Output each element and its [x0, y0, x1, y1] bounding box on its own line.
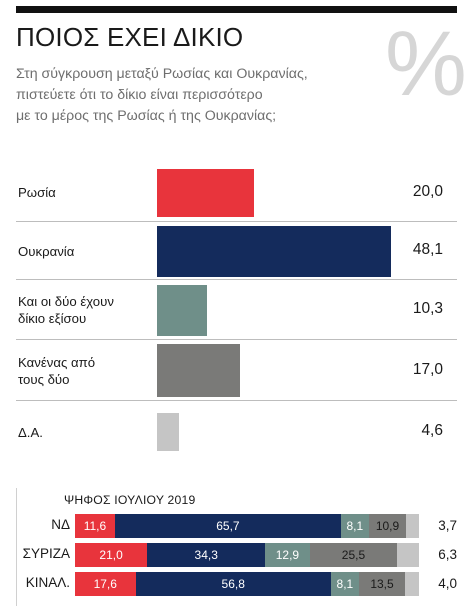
segment-value-label: 10,9 [375, 519, 400, 533]
category-label-line: Ρωσία [18, 185, 56, 200]
chart-question: Στη σύγκρουση μεταξύ Ρωσίας και Ουκρανία… [16, 64, 386, 127]
chart-title: ΠΟΙΟΣ ΕΧΕΙ ΔΙΚΙΟ [16, 22, 244, 52]
category-label: Δ.Α. [18, 424, 43, 441]
row-divider [16, 279, 457, 280]
bar-row: Κανένας από τους δύο 17,0 [16, 340, 457, 401]
category-label: Ουκρανία [18, 243, 74, 260]
bar [157, 413, 180, 451]
party-label: ΚΙΝΑΛ. [25, 575, 70, 590]
stacked-row: ΝΔ 11,6 65,7 8,1 10,9 3,7 [16, 514, 457, 538]
category-label-line: Κανένας από [18, 354, 96, 370]
category-label-line: Δ.Α. [18, 424, 43, 440]
bar [157, 284, 208, 336]
party-label: ΣΥΡΙΖΑ [22, 546, 70, 561]
value-label: 10,3 [412, 300, 443, 317]
value-label: 20,0 [412, 182, 443, 200]
value-label: 48,1 [412, 241, 443, 258]
segment-value-label: 56,8 [221, 577, 245, 591]
category-label-line: τους δύο [18, 371, 70, 387]
stacked-segment [147, 543, 266, 567]
vote-breakdown-panel [16, 488, 458, 606]
stacked-segment [309, 543, 398, 567]
stacked-bar: 17,6 56,8 8,1 13,5 [75, 572, 419, 596]
bar [157, 344, 240, 397]
category-label-line: Και οι δύο έχουν [18, 294, 114, 309]
category-label-line: Ουκρανία [18, 243, 75, 259]
no-answer-value-label: 4,0 [438, 576, 457, 591]
segment-value-label: 34,3 [194, 548, 218, 562]
category-label-line: δίκιο εξίσου [18, 311, 87, 326]
category-label: Κανένας από τους δύο [18, 354, 95, 388]
stacked-segment [358, 572, 406, 596]
stacked-segment [75, 514, 115, 538]
stacked-segment [330, 572, 359, 596]
segment-value-label: 21,0 [99, 548, 123, 562]
segment-value-label: 8,1 [346, 519, 364, 533]
bar-row: Και οι δύο έχουν δίκιο εξίσου 10,3 [16, 280, 457, 340]
segment-value-label: 12,9 [275, 548, 300, 562]
stacked-segment [406, 514, 419, 538]
stacked-segment [75, 543, 148, 567]
question-line: Στη σύγκρουση μεταξύ Ρωσίας και Ουκρανία… [16, 66, 308, 82]
stacked-segment [368, 514, 407, 538]
bar [157, 168, 255, 217]
party-label: ΝΔ [51, 517, 70, 532]
stacked-row: ΚΙΝΑΛ. 17,6 56,8 8,1 13,5 4,0 [16, 572, 457, 596]
question-line: πιστεύετε ότι το δίκιο είναι περισσότερο [16, 87, 263, 103]
segment-value-label: 13,5 [370, 577, 394, 591]
stacked-bar: 11,6 65,7 8,1 10,9 [75, 514, 419, 538]
stacked-segment [397, 543, 419, 567]
stacked-segment [405, 572, 419, 596]
segment-value-label: 17,6 [93, 577, 117, 591]
stacked-bar: 21,0 34,3 12,9 25,5 [75, 543, 419, 567]
no-answer-value-label: 6,3 [438, 547, 457, 562]
no-answer-value-label: 3,7 [438, 518, 457, 533]
question-line: με το μέρος της Ρωσίας ή της Ουκρανίας; [16, 108, 277, 124]
bar-row: Δ.Α. 4,6 [16, 401, 457, 463]
bar-row: Ουκρανία 48,1 [16, 222, 457, 280]
stacked-segment [75, 572, 136, 596]
top-rule [16, 6, 457, 13]
stacked-row: ΣΥΡΙΖΑ 21,0 34,3 12,9 25,5 6,3 [16, 543, 457, 567]
category-label: Ρωσία [18, 184, 56, 201]
value-label: 17,0 [412, 360, 443, 378]
percent-icon: % [385, 13, 467, 115]
segment-value-label: 65,7 [216, 519, 240, 533]
value-label: 4,6 [421, 422, 443, 439]
vote-breakdown-title: ΨΗΦΟΣ ΙΟΥΛΙΟΥ 2019 [64, 493, 196, 507]
stacked-segment [135, 572, 331, 596]
category-label: Και οι δύο έχουν δίκιο εξίσου [18, 293, 114, 327]
bar [157, 225, 391, 277]
row-divider [16, 339, 457, 340]
segment-value-label: 25,5 [341, 548, 366, 562]
stacked-segment [265, 543, 310, 567]
stacked-segment [114, 514, 341, 538]
segment-value-label: 8,1 [336, 577, 354, 591]
row-divider [16, 221, 457, 222]
segment-value-label: 11,6 [83, 519, 107, 533]
bar-row: Ρωσία 20,0 [16, 163, 457, 222]
row-divider [16, 400, 457, 401]
stacked-segment [340, 514, 369, 538]
